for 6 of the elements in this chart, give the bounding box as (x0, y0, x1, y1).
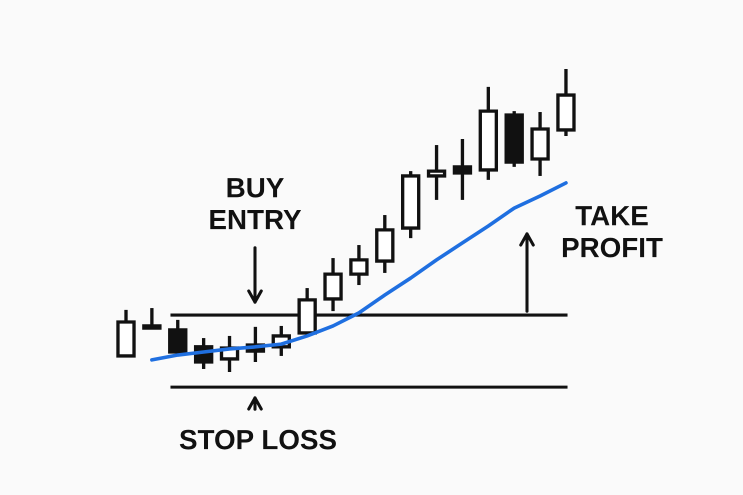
annotation: TAKE PROFIT (562, 206, 663, 258)
candlestick (349, 245, 369, 286)
candlestick (426, 145, 446, 200)
text: STOP LOSS (180, 430, 336, 450)
candlestick (452, 138, 472, 200)
annotation: BUY ENTRY (210, 178, 302, 230)
